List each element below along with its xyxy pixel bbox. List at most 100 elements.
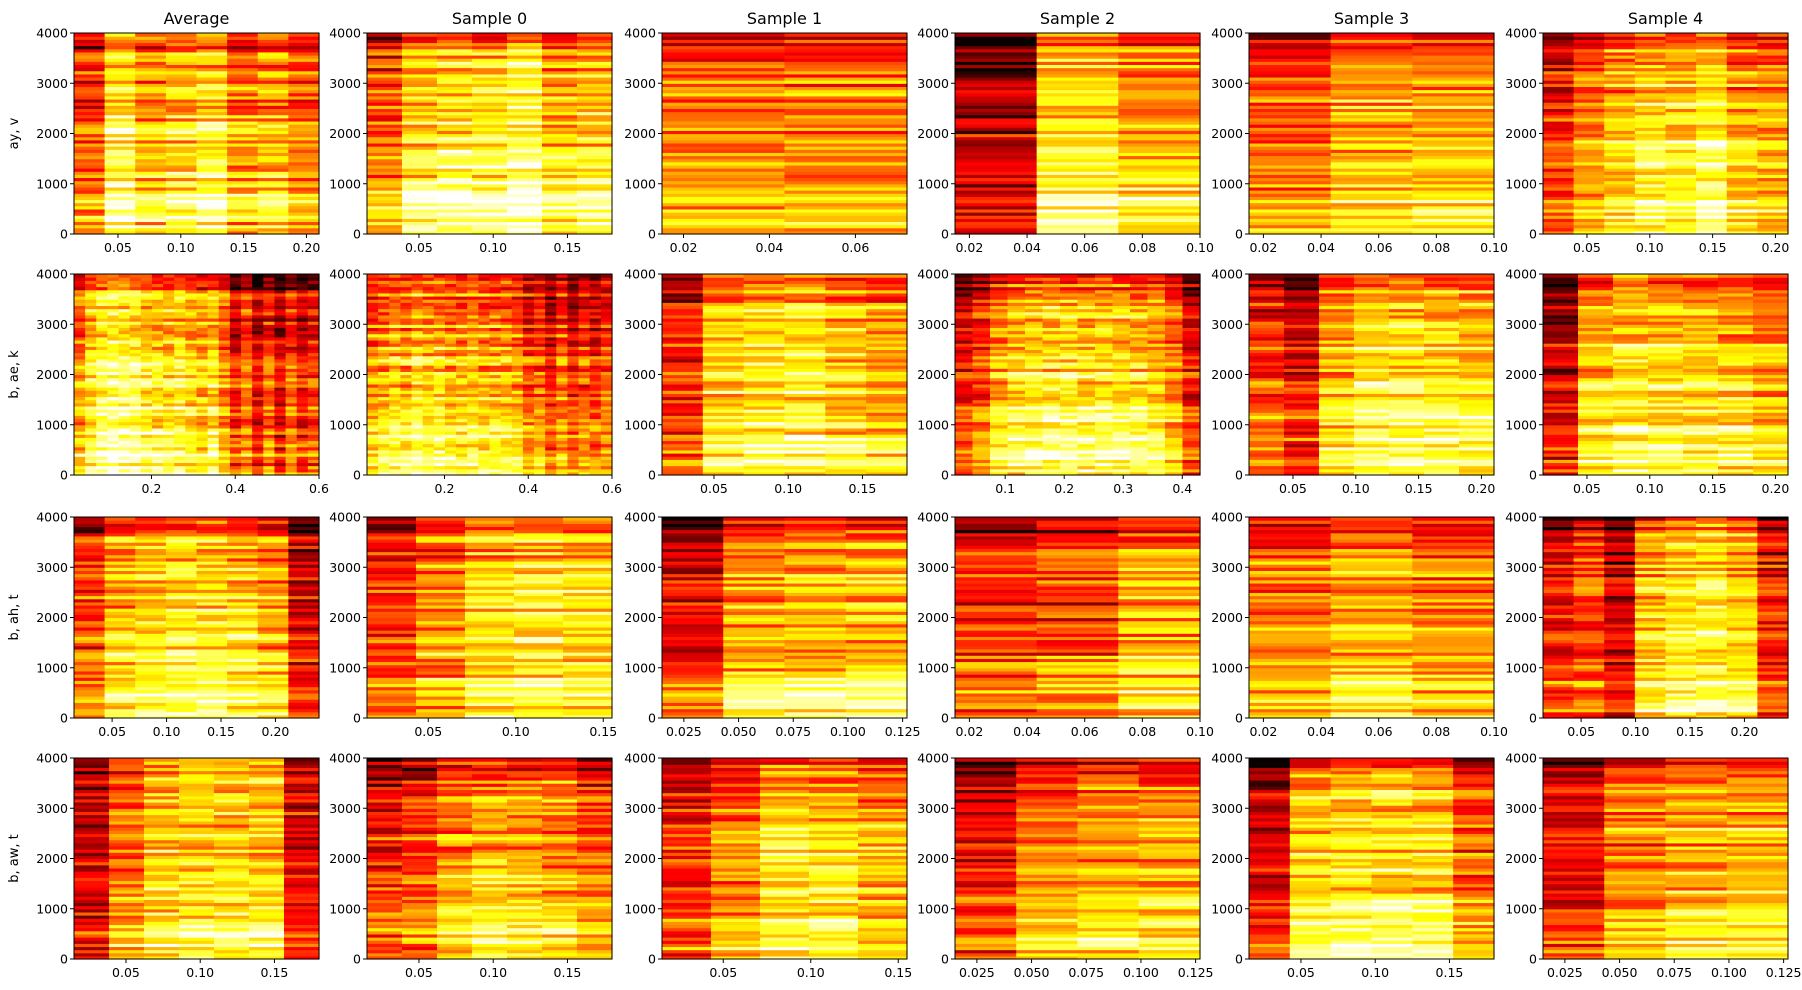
heatmap-cell bbox=[1726, 39, 1758, 44]
heatmap-cell bbox=[662, 117, 786, 122]
heatmap-cell bbox=[1036, 164, 1119, 169]
heatmap-cell bbox=[285, 358, 298, 363]
heatmap-cell bbox=[196, 374, 209, 379]
heatmap-cell bbox=[288, 89, 320, 94]
heatmap-cell bbox=[74, 390, 86, 394]
heatmap-cell bbox=[285, 459, 298, 464]
heatmap-cell bbox=[218, 358, 231, 363]
heatmap-cell bbox=[784, 230, 908, 235]
heatmap-cell bbox=[118, 314, 131, 319]
heatmap-cell bbox=[74, 349, 86, 354]
heatmap-cell bbox=[507, 54, 543, 59]
heatmap-cell bbox=[1036, 108, 1119, 113]
heatmap-cell bbox=[196, 449, 209, 454]
heatmap-cell bbox=[163, 399, 175, 404]
heatmap-cell bbox=[140, 412, 153, 416]
heatmap-cell bbox=[207, 365, 220, 369]
heatmap-cell bbox=[196, 459, 209, 464]
heatmap-cell bbox=[1573, 61, 1605, 66]
heatmap-cell bbox=[107, 305, 120, 310]
heatmap-cell bbox=[118, 402, 131, 407]
heatmap-cell bbox=[185, 280, 198, 285]
heatmap-cell bbox=[96, 371, 109, 376]
heatmap-cell bbox=[241, 346, 253, 350]
heatmap-cell bbox=[288, 139, 320, 144]
heatmap-cell bbox=[472, 152, 508, 157]
heatmap-cell bbox=[402, 186, 438, 191]
heatmap-cell bbox=[129, 371, 142, 376]
heatmap-cell bbox=[227, 227, 259, 232]
heatmap-cell bbox=[1604, 117, 1636, 122]
heatmap-cell bbox=[263, 321, 276, 325]
heatmap-cell bbox=[163, 393, 175, 398]
heatmap-cell bbox=[1412, 127, 1495, 131]
heatmap-cell bbox=[85, 371, 97, 376]
heatmap-cell bbox=[140, 292, 153, 297]
x-tick-label: 0.05 bbox=[1573, 240, 1601, 255]
heatmap-cell bbox=[288, 67, 320, 72]
heatmap-cell bbox=[107, 324, 120, 328]
heatmap-cell bbox=[472, 120, 508, 125]
heatmap-cell bbox=[257, 218, 289, 223]
heatmap-cell bbox=[96, 380, 109, 385]
heatmap-cell bbox=[229, 292, 242, 297]
heatmap-cell bbox=[135, 33, 167, 37]
heatmap-cell bbox=[196, 355, 209, 360]
heatmap-cell bbox=[140, 427, 153, 432]
heatmap-cell bbox=[185, 333, 198, 338]
heatmap-cell bbox=[74, 224, 106, 229]
heatmap-cell bbox=[1118, 227, 1201, 232]
heatmap-cell bbox=[163, 280, 175, 285]
heatmap-cell bbox=[104, 114, 136, 119]
heatmap-cell bbox=[257, 171, 289, 175]
heatmap-cell bbox=[263, 399, 276, 404]
heatmap-cell bbox=[367, 80, 403, 84]
heatmap-cell bbox=[229, 283, 242, 288]
heatmap-cell bbox=[140, 349, 153, 354]
heatmap-cell bbox=[1665, 117, 1697, 122]
heatmap-cell bbox=[196, 453, 209, 457]
heatmap-cell bbox=[74, 311, 86, 316]
heatmap-cell bbox=[955, 67, 1038, 72]
heatmap-cell bbox=[784, 199, 908, 204]
heatmap-cell bbox=[196, 89, 228, 94]
heatmap-cell bbox=[542, 51, 578, 56]
heatmap-cell bbox=[140, 280, 153, 285]
heatmap-cell bbox=[507, 102, 543, 106]
heatmap-cell bbox=[1118, 105, 1201, 109]
heatmap-cell bbox=[274, 377, 287, 382]
heatmap-cell bbox=[229, 349, 242, 354]
heatmap-cell bbox=[104, 64, 136, 69]
heatmap-cell bbox=[252, 453, 264, 457]
heatmap-cell bbox=[174, 471, 186, 476]
heatmap-cell bbox=[784, 89, 908, 94]
heatmap-cell bbox=[207, 421, 220, 426]
heatmap-cell bbox=[163, 387, 175, 391]
heatmap-cell bbox=[263, 295, 276, 300]
heatmap-cell bbox=[662, 158, 786, 163]
heatmap-cell bbox=[129, 443, 142, 448]
heatmap-cell bbox=[296, 449, 309, 454]
heatmap-cell bbox=[1412, 152, 1495, 157]
heatmap-cell bbox=[542, 42, 578, 47]
heatmap-cell bbox=[1543, 48, 1575, 53]
heatmap-cell bbox=[577, 130, 613, 135]
heatmap-cell bbox=[185, 305, 198, 310]
heatmap-cell bbox=[1634, 183, 1667, 188]
heatmap-cell bbox=[196, 227, 228, 232]
heatmap-cell bbox=[402, 67, 438, 72]
heatmap-cell bbox=[218, 317, 231, 322]
heatmap-cell bbox=[288, 215, 320, 219]
heatmap-cell bbox=[229, 396, 242, 401]
heatmap-cell bbox=[1573, 221, 1605, 226]
heatmap-cell bbox=[165, 130, 198, 135]
heatmap-cell bbox=[241, 449, 253, 454]
heatmap-cell bbox=[129, 321, 142, 325]
heatmap-cell bbox=[129, 333, 142, 338]
heatmap-cell bbox=[507, 98, 543, 103]
heatmap-cell bbox=[257, 105, 289, 109]
heatmap-cell bbox=[1665, 212, 1697, 216]
heatmap-cell bbox=[1118, 70, 1201, 75]
heatmap-cell bbox=[218, 440, 231, 445]
